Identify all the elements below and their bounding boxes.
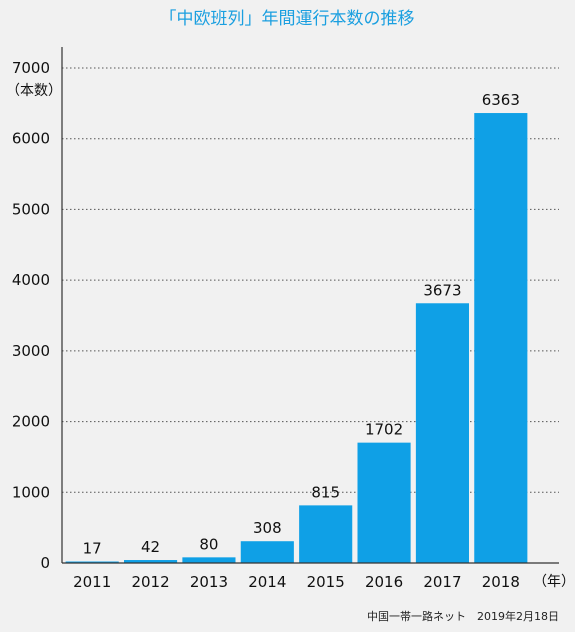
x-tick-label: 2015 [307,573,345,591]
y-tick-label: 7000 [12,59,50,77]
gridlines [62,67,559,493]
y-tick-label: 5000 [12,200,50,218]
data-label: 17 [83,540,102,558]
x-tick-label: 2017 [423,573,461,591]
y-tick-label: 6000 [12,130,50,148]
bar-2014 [240,541,294,563]
chart-title: 「中欧班列」年間運行本数の推移 [160,9,415,29]
data-label: 42 [141,538,160,556]
data-label: 6363 [482,91,520,109]
bar-2018 [474,113,528,564]
y-tick-label: 3000 [12,342,50,360]
data-labels: 17 42 80 308 815 1702 3673 6363 [83,91,520,557]
x-tick-label: 2013 [190,573,228,591]
bar-2017 [415,303,469,563]
y-axis-ticks: 0 1000 2000 3000 4000 5000 6000 7000 [12,59,50,572]
source-note: 中国一帯一路ネット 2019年2月18日 [367,609,559,623]
data-label: 1702 [365,421,403,439]
bar-2015 [299,505,353,563]
x-axis-ticks: 2011 2012 2013 2014 2015 2016 2017 2018 [73,573,520,591]
x-tick-label: 2011 [73,573,111,591]
x-tick-label: 2012 [131,573,169,591]
x-tick-label: 2014 [248,573,286,591]
y-tick-label: 1000 [12,483,50,501]
data-label: 3673 [423,281,461,299]
data-label: 815 [311,483,340,501]
bar-2011 [65,561,119,563]
bars [65,113,528,564]
bar-2016 [357,442,411,563]
bar-2013 [182,557,236,563]
y-axis-unit-label: （本数） [6,83,62,99]
y-tick-label: 4000 [12,271,50,289]
y-tick-label: 2000 [12,413,50,431]
x-axis-unit-label: （年） [533,574,575,590]
bar-2012 [124,560,178,563]
data-label: 80 [199,535,218,553]
y-tick-label: 0 [40,554,50,572]
data-label: 308 [253,519,282,537]
x-tick-label: 2016 [365,573,403,591]
x-tick-label: 2018 [482,573,520,591]
